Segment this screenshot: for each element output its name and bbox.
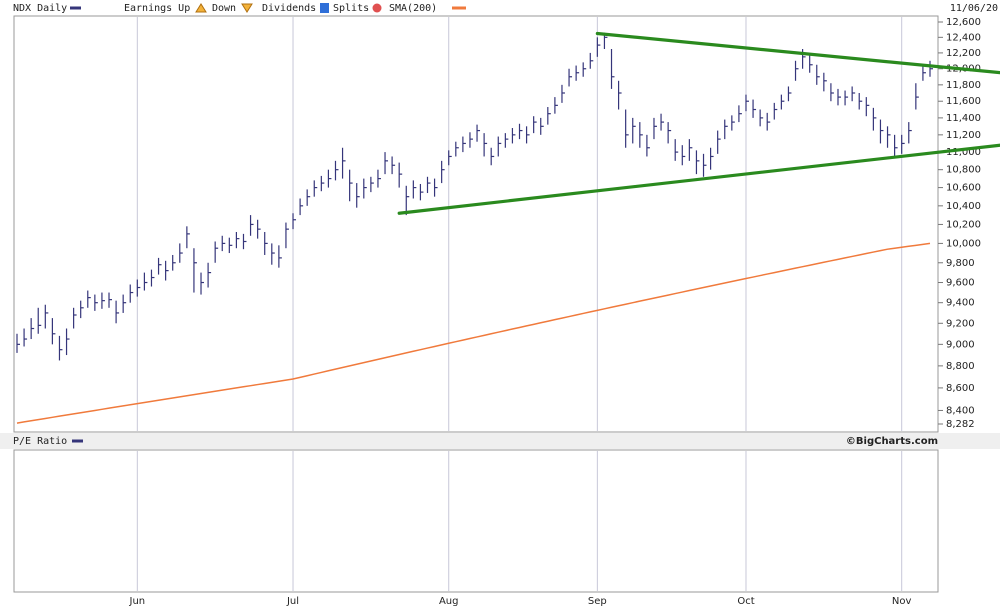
date-label: 11/06/20 (950, 3, 998, 14)
credit: ©BigCharts.com (846, 436, 938, 447)
y-tick-label: 9,200 (946, 318, 975, 329)
y-tick-label: 12,600 (946, 17, 981, 28)
y-tick-label: 9,400 (946, 298, 975, 309)
dividends-icon (320, 3, 329, 13)
y-tick-label: 8,800 (946, 361, 975, 372)
legend-label: SMA(200) (389, 3, 437, 14)
y-tick-label: 10,200 (946, 219, 981, 230)
pe-panel (13, 449, 939, 593)
price-panel (13, 15, 939, 433)
y-tick-label: 10,800 (946, 165, 981, 176)
splits-icon (372, 3, 382, 13)
y-tick-label: 10,000 (946, 238, 981, 249)
y-tick-label: 11,600 (946, 96, 981, 107)
trendline (397, 143, 1000, 215)
sma-line (16, 242, 931, 424)
y-tick-label: 10,400 (946, 201, 981, 212)
x-tick-label: Aug (439, 596, 459, 607)
trendline (595, 31, 1000, 75)
legend-label: Earnings Up (124, 3, 190, 14)
y-tick-label: 9,000 (946, 339, 975, 350)
chart-title: NDX Daily (13, 3, 67, 14)
grid: 12,60012,40012,20012,00011,80011,60011,4… (129, 17, 981, 607)
y-tick-label: 12,400 (946, 32, 981, 43)
y-tick-label: 8,282 (946, 419, 975, 430)
earnings-down-icon (241, 3, 253, 13)
x-tick-label: Jun (129, 596, 146, 607)
y-tick-label: 11,200 (946, 130, 981, 141)
y-tick-label: 11,400 (946, 113, 981, 124)
x-tick-label: Sep (588, 596, 607, 607)
earnings-up-icon (195, 3, 207, 13)
y-tick-label: 12,200 (946, 48, 981, 59)
header: NDX Daily Earnings Up Down Dividends Spl… (13, 3, 998, 447)
y-tick-label: 11,800 (946, 80, 981, 91)
legend-label: Splits (333, 3, 369, 14)
lower-panel-title: P/E Ratio (13, 436, 67, 447)
legend-label: Down (212, 3, 236, 14)
y-tick-label: 8,400 (946, 405, 975, 416)
x-tick-label: Oct (737, 596, 754, 607)
y-tick-label: 11,000 (946, 147, 981, 158)
legend-label: Dividends (262, 3, 316, 14)
y-tick-label: 9,600 (946, 278, 975, 289)
x-tick-label: Nov (892, 596, 912, 607)
lower-panel-header (0, 433, 1000, 449)
marks (16, 31, 1000, 424)
y-tick-label: 10,600 (946, 183, 981, 194)
y-tick-label: 8,600 (946, 383, 975, 394)
x-tick-label: Jul (286, 596, 299, 607)
y-tick-label: 9,800 (946, 258, 975, 269)
